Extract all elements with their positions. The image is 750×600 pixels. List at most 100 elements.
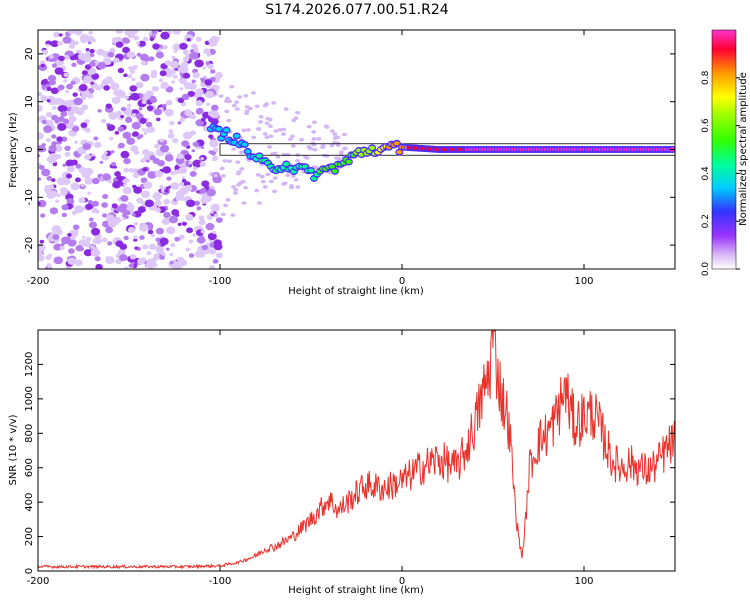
scatter-speckle — [342, 146, 348, 151]
noise-speckle — [70, 159, 78, 166]
noise-speckle — [65, 99, 75, 108]
scatter-speckle — [308, 146, 314, 151]
colorbar: 0.0 0.2 0.4 0.6 0.8 Normalized spectral ampl… — [701, 29, 749, 276]
noise-speckle — [51, 134, 57, 139]
noise-speckle — [134, 246, 139, 250]
noise-speckle — [212, 230, 217, 235]
noise-speckle — [156, 51, 164, 58]
noise-speckle — [115, 240, 124, 248]
noise-speckle — [213, 147, 219, 153]
scatter-speckle — [230, 213, 236, 218]
noise-speckle — [182, 72, 191, 79]
noise-speckle — [72, 224, 80, 230]
noise-speckle — [150, 173, 156, 178]
scatter-speckle — [218, 94, 224, 98]
noise-speckle — [170, 243, 176, 248]
scatter-speckle — [235, 160, 241, 165]
noise-speckle — [186, 199, 196, 208]
scatter-speckle — [251, 135, 257, 140]
scatter-speckle — [341, 132, 347, 137]
noise-speckle — [66, 198, 75, 205]
noise-speckle — [178, 166, 188, 174]
noise-speckle — [154, 199, 162, 206]
noise-speckle — [61, 204, 69, 211]
noise-speckle — [161, 217, 171, 226]
signal-core — [332, 169, 339, 174]
noise-speckle — [85, 47, 90, 52]
noise-speckle — [38, 132, 44, 140]
noise-speckle — [87, 191, 92, 195]
noise-speckle — [205, 222, 215, 231]
noise-speckle — [135, 112, 144, 119]
scatter-speckle — [267, 145, 273, 149]
noise-speckle — [94, 256, 101, 262]
noise-speckle — [181, 93, 190, 101]
noise-speckle — [90, 248, 101, 257]
noise-speckle — [136, 52, 142, 57]
scatter-speckle — [303, 154, 309, 159]
noise-speckle — [205, 61, 211, 65]
noise-speckle — [90, 81, 95, 85]
noise-speckle — [84, 168, 89, 172]
noise-speckle — [38, 104, 43, 113]
noise-speckle — [85, 237, 92, 242]
scatter-speckle — [335, 135, 341, 140]
noise-speckle — [132, 172, 140, 179]
noise-speckle — [127, 74, 133, 79]
noise-speckle — [84, 119, 91, 124]
noise-speckle — [127, 226, 136, 234]
noise-speckle — [51, 63, 58, 68]
noise-speckle — [185, 247, 191, 252]
noise-speckle — [209, 110, 220, 119]
noise-speckle — [71, 62, 77, 68]
noise-speckle — [74, 30, 83, 36]
scatter-speckle — [241, 128, 247, 133]
noise-speckle — [91, 153, 95, 157]
scatter-speckle — [289, 134, 295, 139]
noise-speckle — [167, 132, 175, 139]
noise-speckle — [157, 30, 163, 33]
scatter-speckle — [293, 116, 299, 120]
noise-speckle — [210, 203, 220, 212]
scatter-speckle — [254, 188, 260, 193]
scatter-speckle — [259, 174, 265, 179]
noise-speckle — [159, 184, 164, 189]
noise-speckle — [130, 92, 140, 101]
noise-speckle — [143, 131, 148, 135]
noise-speckle — [196, 236, 206, 244]
colorbar-tick-label: 0.2 — [701, 214, 711, 228]
noise-speckle — [58, 105, 68, 113]
noise-speckle — [109, 47, 116, 54]
noise-speckle — [125, 203, 135, 212]
noise-speckle — [199, 161, 206, 167]
noise-speckle — [200, 229, 206, 234]
noise-speckle — [80, 122, 88, 128]
scatter-speckle — [316, 136, 322, 141]
noise-speckle — [114, 130, 120, 135]
scatter-speckle — [281, 127, 287, 132]
noise-speckle — [162, 45, 168, 50]
noise-speckle — [46, 99, 51, 103]
noise-speckle — [111, 96, 121, 104]
noise-speckle — [129, 30, 139, 35]
x-tick-label: 100 — [574, 576, 593, 587]
noise-speckle — [149, 37, 155, 42]
scatter-speckle — [285, 173, 291, 178]
noise-speckle — [200, 146, 205, 150]
noise-speckle — [100, 118, 107, 124]
noise-speckle — [46, 191, 56, 199]
signal-core — [241, 142, 248, 147]
snr-series-line — [38, 330, 675, 570]
noise-speckle — [137, 206, 146, 213]
noise-speckle — [195, 100, 203, 107]
noise-speckle — [139, 223, 149, 232]
signal-core — [345, 159, 352, 164]
scatter-speckle — [223, 99, 229, 103]
scatter-speckle — [311, 137, 317, 141]
noise-speckle — [164, 154, 174, 162]
noise-speckle — [75, 107, 85, 116]
noise-speckle — [128, 263, 135, 268]
scatter-speckle — [306, 124, 312, 129]
scatter-speckle — [222, 159, 228, 163]
